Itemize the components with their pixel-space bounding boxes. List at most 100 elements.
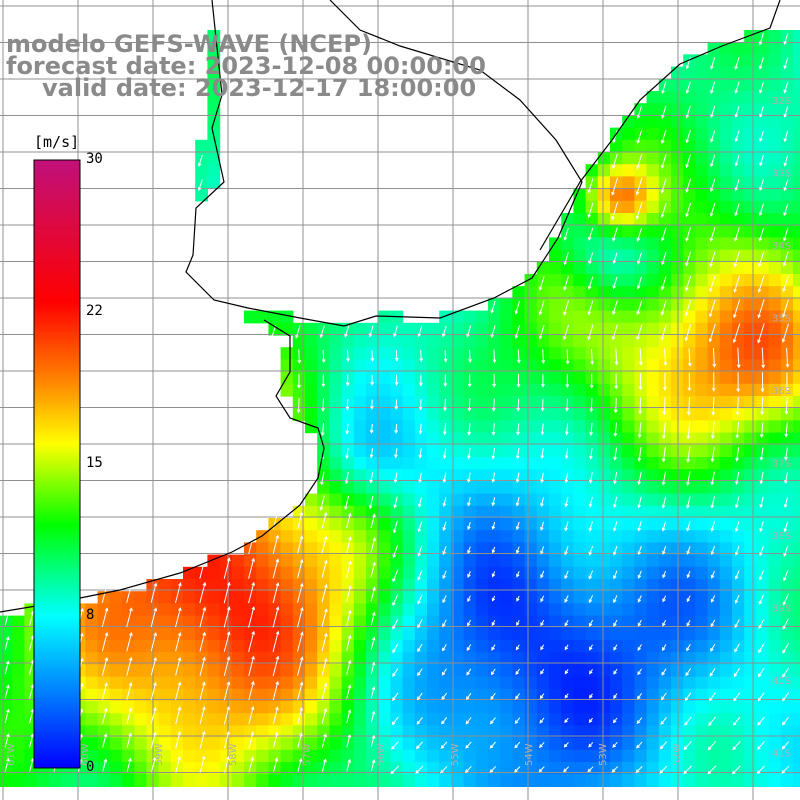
speed-cell <box>256 554 269 568</box>
lat-label: 39S <box>772 604 791 615</box>
speed-cell <box>597 383 611 397</box>
wind-arrow <box>636 324 643 341</box>
speed-cell <box>597 164 611 177</box>
speed-cell <box>305 542 318 556</box>
speed-cell <box>622 176 635 190</box>
speed-cell <box>683 652 696 665</box>
speed-cell <box>524 347 538 360</box>
speed-cell <box>329 530 343 543</box>
speed-cell <box>536 701 550 714</box>
wind-arrow <box>564 693 569 699</box>
speed-cell <box>646 91 660 104</box>
speed-cell <box>207 78 221 92</box>
speed-cell <box>646 103 660 116</box>
speed-cell <box>231 701 245 714</box>
speed-cell <box>793 664 800 678</box>
wind-arrow <box>370 636 376 650</box>
speed-cell <box>463 408 477 421</box>
speed-cell <box>732 774 745 787</box>
speed-cell <box>732 66 745 80</box>
speed-cell <box>378 505 391 519</box>
speed-cell <box>768 640 782 653</box>
wind-arrow <box>660 692 667 701</box>
wind-arrow <box>490 301 496 314</box>
speed-cell <box>353 603 367 617</box>
speed-cell <box>475 762 489 775</box>
speed-cell <box>207 701 221 714</box>
wind-arrow <box>297 706 304 725</box>
wind-arrow <box>589 644 593 651</box>
speed-cell <box>658 457 672 470</box>
speed-cell <box>451 457 465 470</box>
speed-cell <box>732 457 745 470</box>
colorbar <box>33 159 81 769</box>
speed-cell <box>109 749 123 763</box>
speed-cell <box>780 627 794 641</box>
speed-cell <box>378 676 391 690</box>
speed-cell <box>353 774 367 787</box>
speed-cell <box>610 774 623 787</box>
speed-cell <box>658 139 672 153</box>
speed-cell <box>719 432 733 446</box>
wind-arrow <box>515 546 520 554</box>
wind-arrow <box>321 707 328 724</box>
speed-cell <box>732 188 745 202</box>
wind-arrow <box>491 423 496 436</box>
speed-cell <box>573 213 587 226</box>
speed-cell <box>573 298 587 312</box>
speed-cell <box>732 115 745 129</box>
speed-cell <box>427 444 440 458</box>
speed-cell <box>280 627 294 641</box>
wind-arrow <box>489 741 496 749</box>
speed-cell <box>500 383 513 397</box>
speed-cell <box>671 713 684 726</box>
speed-cell <box>768 78 782 92</box>
speed-cell <box>219 676 233 690</box>
speed-cell <box>610 408 623 421</box>
speed-cell <box>402 493 416 507</box>
speed-cell <box>427 469 440 482</box>
speed-cell <box>341 774 355 787</box>
wind-arrow <box>418 448 423 459</box>
speed-cell <box>439 774 452 787</box>
speed-cell <box>524 481 538 495</box>
speed-cell <box>512 408 526 421</box>
speed-cell <box>707 481 721 495</box>
wind-arrow <box>442 521 447 532</box>
speed-cell <box>622 737 635 751</box>
speed-cell <box>732 652 745 665</box>
wind-arrow <box>588 496 593 508</box>
speed-cell <box>756 286 770 299</box>
wind-arrow <box>393 325 398 338</box>
speed-cell <box>549 701 562 714</box>
speed-cell <box>634 213 648 226</box>
speed-cell <box>390 359 404 373</box>
speed-cell <box>256 627 269 641</box>
wind-arrow <box>416 717 423 725</box>
wind-arrow <box>150 731 157 749</box>
speed-cell <box>500 676 513 690</box>
speed-cell <box>488 749 501 763</box>
speed-cell <box>756 91 770 104</box>
wind-arrow <box>370 611 376 626</box>
speed-cell <box>695 542 709 556</box>
speed-cell <box>622 225 635 238</box>
speed-cell <box>475 676 489 690</box>
speed-cell <box>256 615 269 629</box>
wind-arrow <box>272 606 280 628</box>
speed-cell <box>329 591 343 604</box>
speed-cell <box>512 335 526 348</box>
speed-cell <box>732 91 745 104</box>
speed-cell <box>524 444 538 458</box>
speed-cell <box>622 701 635 714</box>
wind-arrow <box>563 227 569 241</box>
speed-cell <box>658 579 672 592</box>
wind-arrow <box>392 569 399 583</box>
speed-cell <box>85 774 99 787</box>
wind-arrow <box>588 717 593 724</box>
wind-arrow <box>781 716 789 726</box>
wind-arrow <box>685 130 691 144</box>
wind-arrow <box>685 154 691 169</box>
speed-cell <box>768 54 782 68</box>
wind-arrow <box>685 178 691 193</box>
